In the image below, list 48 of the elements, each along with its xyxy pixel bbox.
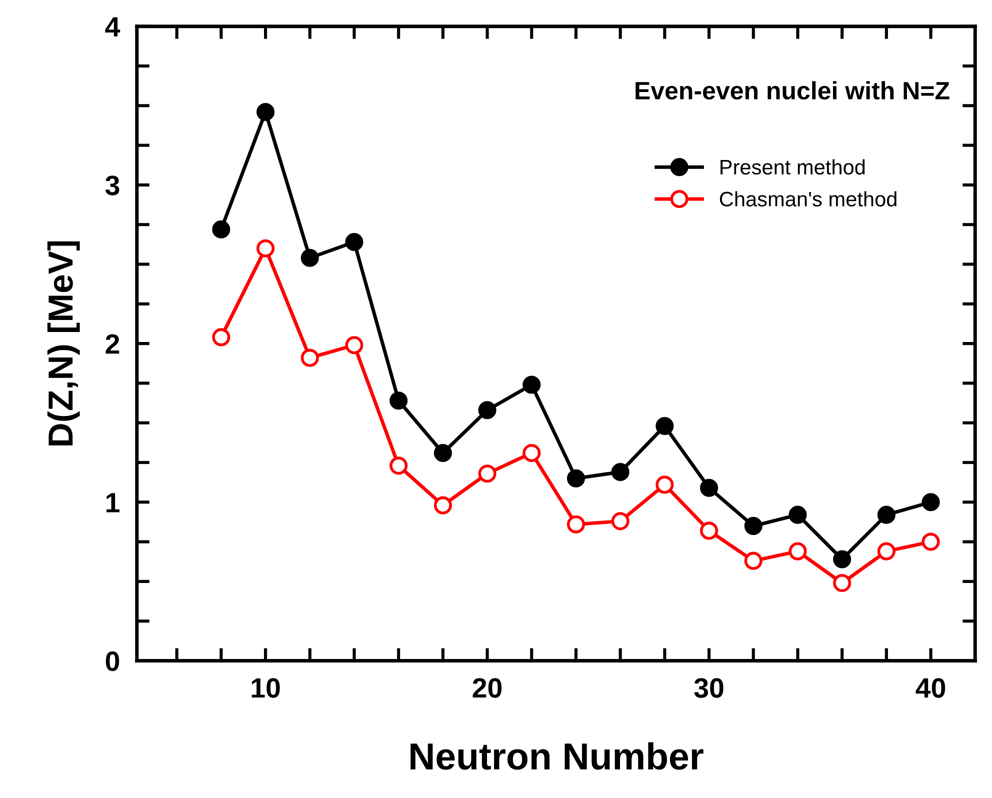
point (611, 512, 630, 530)
point (611, 462, 630, 482)
y-tick-label: 0 (106, 651, 120, 672)
point (877, 542, 896, 560)
point (566, 515, 585, 534)
point (656, 416, 674, 436)
point (345, 336, 364, 354)
point (877, 506, 896, 524)
point (434, 444, 452, 462)
point (700, 478, 718, 497)
y-tick-label: 4 (105, 17, 120, 36)
y-axis-title: D(Z,N) [MeV] (47, 241, 80, 446)
point (522, 444, 541, 462)
x-tick-label: 20 (472, 678, 502, 698)
point (390, 456, 408, 475)
point (212, 220, 230, 238)
point (434, 496, 452, 514)
point (744, 552, 762, 570)
y-tick-label: 2 (106, 334, 120, 354)
point (345, 233, 364, 252)
point (566, 469, 585, 488)
point (833, 574, 852, 592)
point (478, 464, 496, 483)
point (300, 348, 319, 367)
point (700, 522, 718, 540)
y-tick-label: 1 (106, 493, 120, 512)
legend-label: Chasman's method (720, 191, 896, 206)
annotation: Even-even nuclei with N=Z (636, 81, 950, 100)
point (788, 542, 807, 560)
legend-label: Present method (720, 159, 865, 175)
point (478, 401, 496, 420)
point (922, 532, 940, 551)
point (922, 493, 940, 512)
point (256, 239, 275, 258)
point (788, 506, 807, 524)
point (212, 328, 230, 346)
point (656, 476, 674, 494)
point (256, 102, 275, 122)
x-tick-label: 40 (916, 678, 946, 698)
y-tick-label: 3 (105, 176, 120, 196)
point (300, 248, 319, 267)
point (522, 376, 541, 394)
x-axis-title: Neutron Number (410, 742, 704, 770)
point (390, 392, 408, 410)
point (744, 516, 762, 535)
x-tick-label: 10 (252, 678, 280, 698)
x-tick-label: 30 (694, 678, 724, 698)
point (833, 550, 852, 568)
